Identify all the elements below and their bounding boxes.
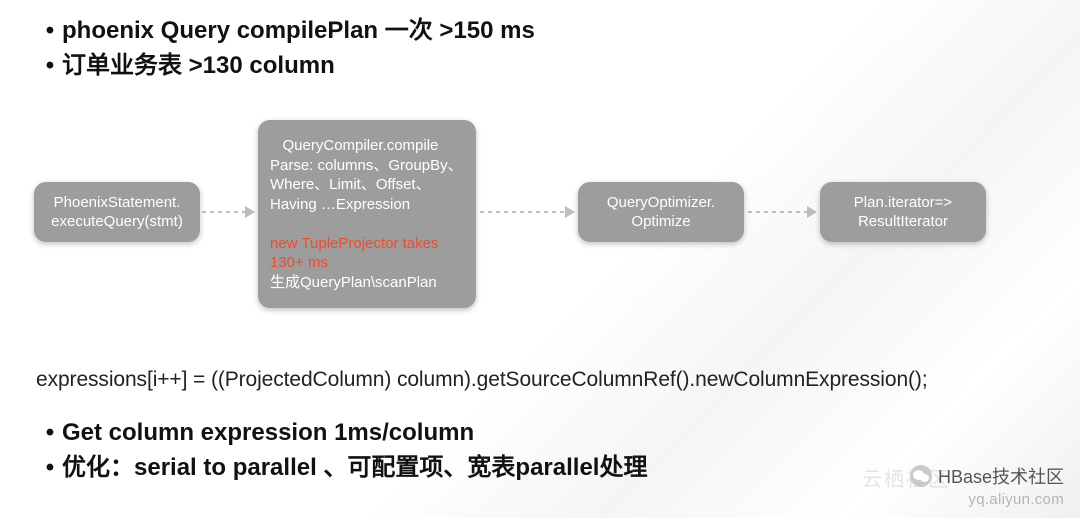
flow-node-n3: QueryOptimizer.Optimize [578, 182, 744, 242]
bullet-item: • phoenix Query compilePlan 一次 >150 ms [38, 14, 1080, 49]
flow-node-line: 生成QueryPlan\scanPlan [270, 273, 464, 293]
watermark: HBase技术社区 yq.aliyun.com [910, 463, 1064, 508]
bullet-item: • Get column expression 1ms/column [38, 416, 1080, 451]
flow-node-line: 130+ ms [270, 253, 464, 273]
flow-node-line: ResultIterator [858, 212, 948, 232]
flow-node-line: Plan.iterator=> [854, 193, 952, 213]
flow-node-n4: Plan.iterator=>ResultIterator [820, 182, 986, 242]
bullet-dot: • [38, 49, 62, 84]
flowchart: PhoenixStatement.executeQuery(stmt) Quer… [0, 120, 1080, 320]
bullet-item: • 订单业务表 >130 column [38, 49, 1080, 84]
flow-node-n1: PhoenixStatement.executeQuery(stmt) [34, 182, 200, 242]
flow-node-n2: QueryCompiler.compileParse: columns、Grou… [258, 120, 476, 308]
flow-node-line: Optimize [631, 212, 690, 232]
bullet-text: Get column expression 1ms/column [62, 416, 474, 451]
flow-node-line: QueryCompiler.compile [270, 136, 464, 156]
bullet-dot: • [38, 416, 62, 451]
flow-node-line: executeQuery(stmt) [51, 212, 183, 232]
flow-arrow [748, 211, 816, 213]
code-expression: expressions[i++] = ((ProjectedColumn) co… [36, 368, 1046, 392]
watermark-text-1: HBase技术社区 [938, 463, 1064, 489]
watermark-line2: yq.aliyun.com [910, 491, 1064, 508]
watermark-line1: HBase技术社区 [910, 463, 1064, 489]
bullet-dot: • [38, 451, 62, 486]
flow-node-line [270, 214, 464, 234]
flow-arrow [480, 211, 574, 213]
flow-node-line: Where、Limit、Offset、 [270, 175, 464, 195]
bullet-dot: • [38, 14, 62, 49]
top-bullet-list: • phoenix Query compilePlan 一次 >150 ms •… [0, 0, 1080, 84]
flow-node-line: Parse: columns、GroupBy、 [270, 156, 464, 176]
flow-node-line: PhoenixStatement. [54, 193, 181, 213]
bullet-text: 订单业务表 >130 column [62, 49, 335, 84]
wechat-icon [910, 465, 932, 487]
bullet-text: phoenix Query compilePlan 一次 >150 ms [62, 14, 535, 49]
bullet-text: 优化：serial to parallel 、可配置项、宽表parallel处理 [62, 451, 647, 486]
flow-node-line: new TupleProjector takes [270, 234, 464, 254]
flow-arrow [202, 211, 254, 213]
flow-node-line: Having …Expression [270, 195, 464, 215]
flow-node-line: QueryOptimizer. [607, 193, 715, 213]
